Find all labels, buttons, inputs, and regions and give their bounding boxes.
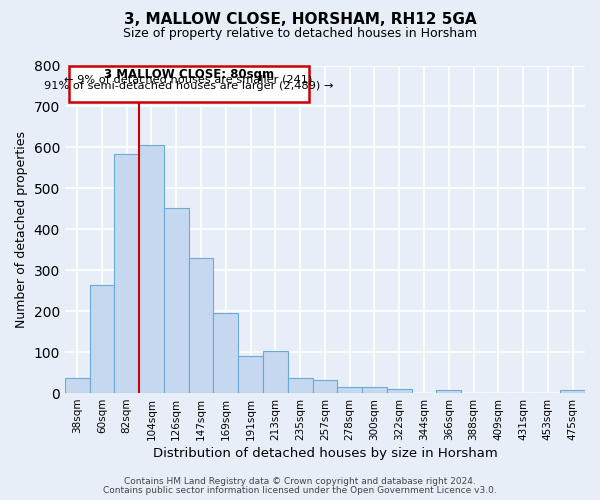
- Text: Size of property relative to detached houses in Horsham: Size of property relative to detached ho…: [123, 28, 477, 40]
- Bar: [263, 351, 288, 393]
- Bar: [436, 390, 461, 393]
- Bar: [238, 356, 263, 393]
- Text: Contains HM Land Registry data © Crown copyright and database right 2024.: Contains HM Land Registry data © Crown c…: [124, 477, 476, 486]
- Bar: [362, 386, 387, 393]
- Text: 91% of semi-detached houses are larger (2,489) →: 91% of semi-detached houses are larger (…: [44, 80, 334, 90]
- Bar: [560, 390, 585, 393]
- Bar: [387, 389, 412, 393]
- Bar: [65, 378, 89, 393]
- Bar: [337, 386, 362, 393]
- Text: ← 9% of detached houses are smaller (241): ← 9% of detached houses are smaller (241…: [64, 74, 313, 85]
- Bar: [89, 284, 115, 393]
- Text: 3, MALLOW CLOSE, HORSHAM, RH12 5GA: 3, MALLOW CLOSE, HORSHAM, RH12 5GA: [124, 12, 476, 28]
- Bar: [115, 154, 139, 393]
- Bar: [313, 380, 337, 393]
- Y-axis label: Number of detached properties: Number of detached properties: [15, 131, 28, 328]
- Bar: [214, 313, 238, 393]
- X-axis label: Distribution of detached houses by size in Horsham: Distribution of detached houses by size …: [152, 447, 497, 460]
- Text: Contains public sector information licensed under the Open Government Licence v3: Contains public sector information licen…: [103, 486, 497, 495]
- Bar: [164, 208, 188, 393]
- FancyBboxPatch shape: [68, 66, 309, 102]
- Text: 3 MALLOW CLOSE: 80sqm: 3 MALLOW CLOSE: 80sqm: [104, 68, 274, 82]
- Bar: [139, 146, 164, 393]
- Bar: [288, 378, 313, 393]
- Bar: [188, 258, 214, 393]
